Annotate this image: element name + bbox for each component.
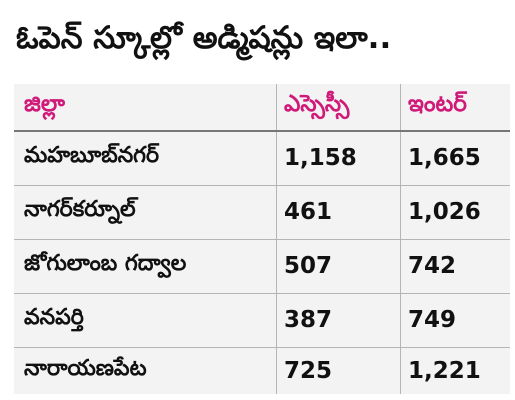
graphic-title: ఓపెన్ స్కూల్లో అడ్మిషన్లు ఇలా.. bbox=[16, 20, 392, 56]
table-row: మహబూబ్‌నగర్ 1,158 1,665 bbox=[14, 131, 510, 186]
ssc-count: 461 bbox=[284, 199, 333, 225]
inter-count: 1,221 bbox=[408, 357, 481, 384]
header-district: జిల్లా bbox=[24, 91, 65, 117]
header-ssc: ఎస్సెస్సీ bbox=[284, 91, 350, 117]
district-name: వనపర్తి bbox=[24, 305, 84, 330]
table-header-row: జిల్లా ఎస్సెస్సీ ఇంటర్ bbox=[14, 84, 510, 132]
ssc-count: 507 bbox=[284, 253, 333, 279]
header-inter: ఇంటర్ bbox=[408, 91, 467, 117]
table-row: నారాయణపేట 725 1,221 bbox=[14, 347, 510, 394]
ssc-count: 1,158 bbox=[284, 145, 357, 171]
table-row: వనపర్తి 387 749 bbox=[14, 293, 510, 348]
district-name: జోగులాంబ గద్వాల bbox=[24, 251, 187, 276]
table-row: నాగర్‌కర్నూల్ 461 1,026 bbox=[14, 185, 510, 240]
district-name: నాగర్‌కర్నూల్ bbox=[24, 197, 136, 222]
ssc-count: 387 bbox=[284, 307, 333, 333]
news-graphic: ఓపెన్ స్కూల్లో అడ్మిషన్లు ఇలా.. జిల్లా ఎ… bbox=[6, 6, 510, 394]
district-name: మహబూబ్‌నగర్ bbox=[24, 143, 160, 168]
admissions-table: జిల్లా ఎస్సెస్సీ ఇంటర్ మహబూబ్‌నగర్ 1,158… bbox=[14, 84, 510, 394]
inter-count: 749 bbox=[408, 307, 457, 333]
district-name: నారాయణపేట bbox=[24, 355, 147, 381]
inter-count: 742 bbox=[408, 253, 457, 279]
ssc-count: 725 bbox=[284, 357, 333, 384]
inter-count: 1,665 bbox=[408, 145, 481, 171]
table-row: జోగులాంబ గద్వాల 507 742 bbox=[14, 239, 510, 294]
inter-count: 1,026 bbox=[408, 199, 481, 225]
